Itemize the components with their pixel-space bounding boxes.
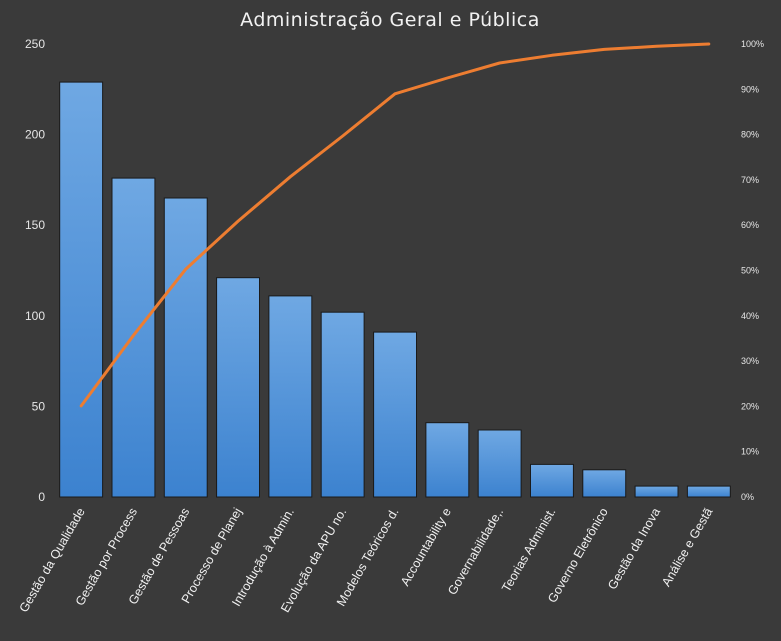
- category-label: Teorias Administ.: [499, 506, 558, 595]
- right-tick-label: 90%: [741, 84, 759, 94]
- right-tick-label: 20%: [741, 401, 759, 411]
- left-tick-label: 0: [38, 490, 45, 504]
- bar: [268, 295, 313, 498]
- cumulative-line: [79, 42, 711, 408]
- left-tick-label: 250: [25, 37, 45, 51]
- right-tick-label: 30%: [741, 356, 759, 366]
- bar: [582, 469, 627, 498]
- category-label: Análise e Gestã: [659, 505, 715, 588]
- bar: [163, 197, 208, 498]
- bar: [530, 463, 574, 498]
- bar: [59, 81, 104, 498]
- bar-series: [59, 81, 731, 498]
- right-tick-label: 40%: [741, 311, 759, 321]
- right-tick-label: 10%: [741, 447, 759, 457]
- right-axis-ticks: 0% 10% 20% 30% 40% 50% 60% 70% 80% 90% 100%: [741, 39, 764, 502]
- chart-title: Administração Geral e Pública: [240, 9, 540, 31]
- bar: [373, 331, 418, 498]
- bar: [634, 485, 679, 498]
- cumulative-line-series: [79, 42, 711, 408]
- bar: [425, 422, 470, 498]
- category-label: Gestão da Inova: [605, 505, 663, 591]
- left-axis-ticks: 0 50 100 150 200 250: [25, 37, 45, 504]
- right-tick-label: 80%: [741, 130, 759, 140]
- right-tick-label: 0%: [741, 492, 754, 502]
- right-tick-label: 70%: [741, 175, 759, 185]
- right-tick-label: 100%: [741, 39, 764, 49]
- category-label: Governabilidade,.: [445, 505, 506, 597]
- right-tick-label: 50%: [741, 266, 759, 276]
- left-tick-label: 100: [25, 309, 45, 323]
- category-label: Accountability e: [398, 505, 454, 588]
- bar: [477, 429, 522, 498]
- bar: [216, 277, 261, 498]
- bar: [686, 485, 731, 498]
- left-tick-label: 200: [25, 128, 45, 142]
- left-tick-label: 50: [32, 399, 46, 413]
- right-tick-label: 60%: [741, 220, 759, 230]
- category-label: Governo Eletrônico: [545, 505, 611, 605]
- left-tick-label: 150: [25, 218, 45, 232]
- bar: [320, 311, 365, 498]
